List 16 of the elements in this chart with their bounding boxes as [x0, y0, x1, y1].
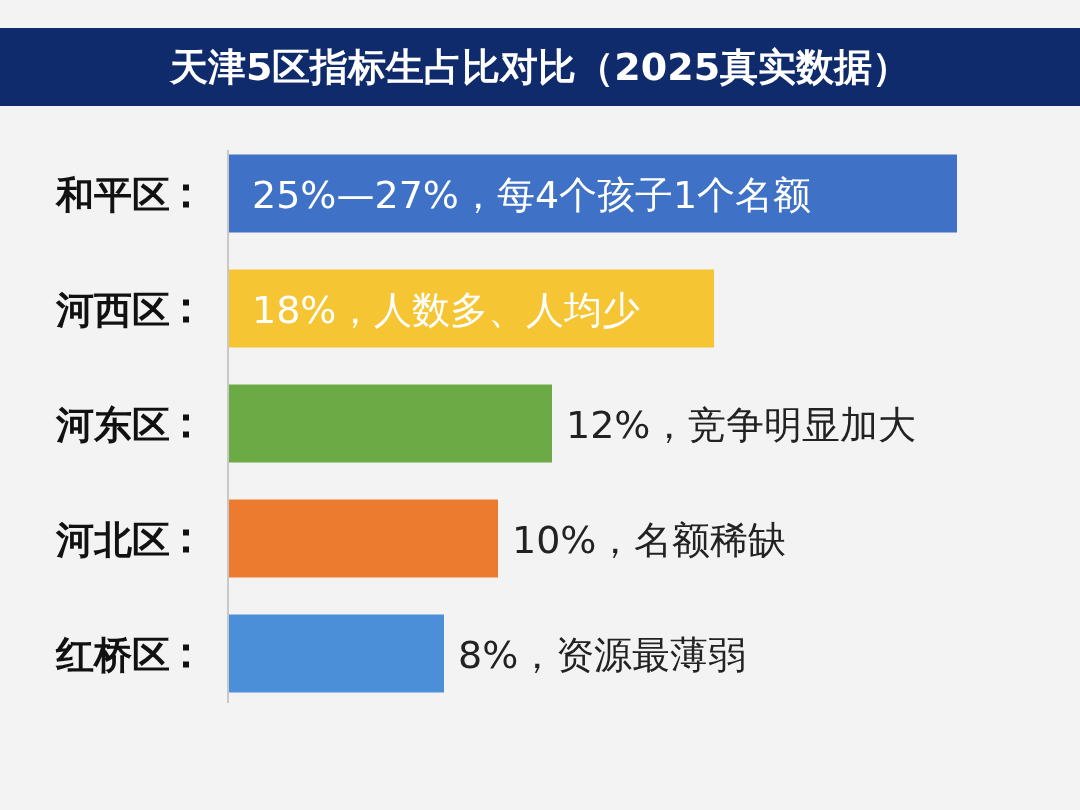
y-tick-label: 红桥区 — [55, 632, 170, 677]
y-tick-label: 河北区 — [55, 517, 170, 562]
data-label: 8%，资源最薄弱 — [458, 632, 747, 677]
y-tick-label: 河东区 — [55, 402, 170, 447]
bar — [228, 499, 498, 578]
bar — [228, 154, 957, 233]
bar — [228, 614, 444, 693]
bar — [228, 269, 714, 348]
data-label: 12%，竞争明显加大 — [566, 402, 917, 447]
chart-title: 天津5区指标生占比对比（2025真实数据） — [168, 45, 911, 89]
y-tick-label: 河西区 — [55, 287, 170, 332]
data-label: 18%，人数多、人均少 — [252, 287, 641, 332]
y-tick-label: 和平区 — [55, 172, 170, 217]
data-label: 10%，名额稀缺 — [512, 517, 787, 562]
bar — [228, 384, 552, 463]
data-label: 25%—27%，每4个孩子1个名额 — [252, 172, 812, 217]
